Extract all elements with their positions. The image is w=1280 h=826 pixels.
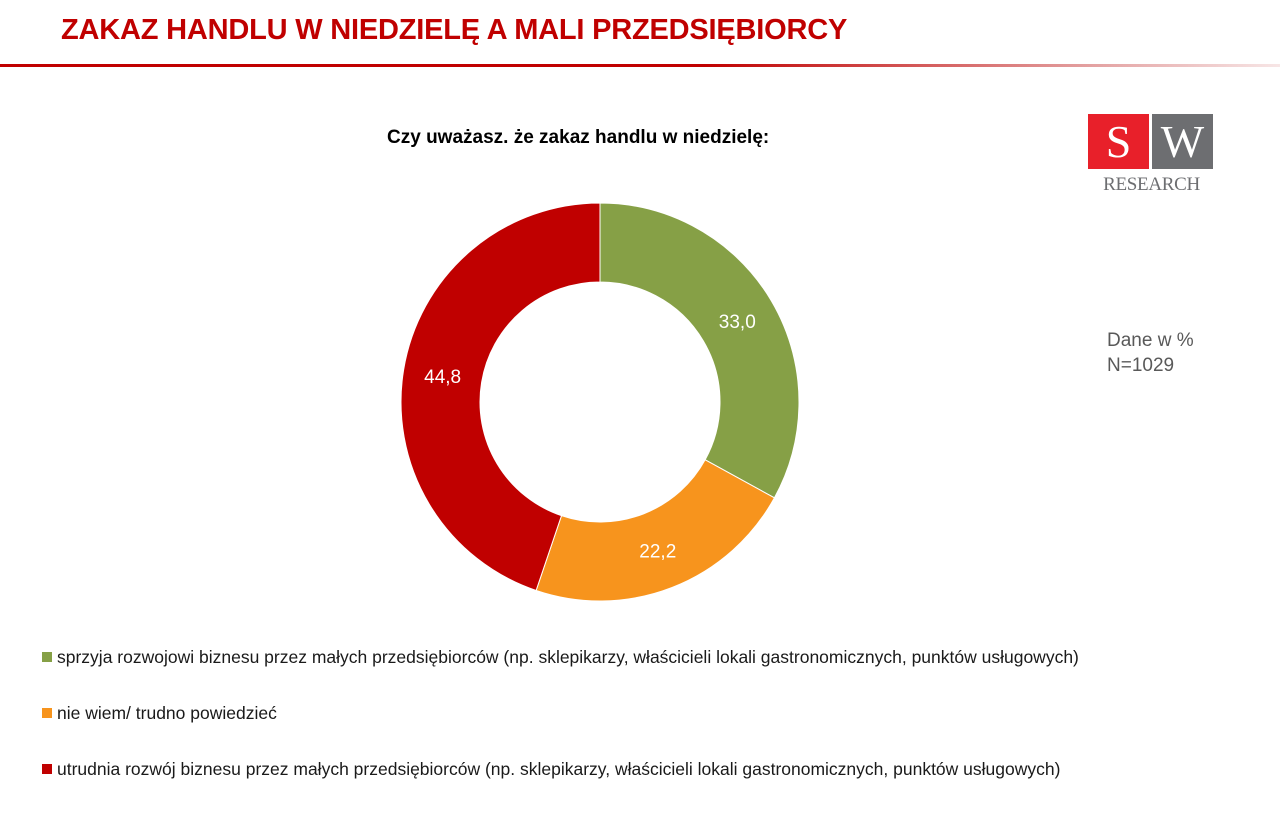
page-title: ZAKAZ HANDLU W NIEDZIELĘ A MALI PRZEDSIĘ… [61,14,848,46]
donut-slice-1 [599,202,800,499]
sw-research-logo: S W RESEARCH [1088,114,1215,198]
note-unit: Dane w % [1107,330,1194,351]
legend-swatch [42,764,52,774]
chart-legend: sprzyja rozwojowi biznesu przez małych p… [42,644,1262,812]
legend-swatch [42,652,52,662]
legend-label: nie wiem/ trudno powiedzieć [57,703,277,723]
legend-item-1: sprzyja rozwojowi biznesu przez małych p… [42,644,1262,672]
title-divider [0,64,1280,67]
donut-slice-2 [535,459,776,602]
logo-letter-w: W [1152,114,1213,169]
slice-value-label-3: 44,8 [424,367,461,388]
legend-label: sprzyja rozwojowi biznesu przez małych p… [57,647,1079,667]
donut-slice-3 [400,202,601,592]
slice-value-label-2: 22,2 [639,542,676,563]
legend-item-3: utrudnia rozwój biznesu przez małych prz… [42,756,1262,784]
legend-item-2: nie wiem/ trudno powiedzieć [42,700,1262,728]
legend-label: utrudnia rozwój biznesu przez małych prz… [57,759,1061,779]
chart-title: Czy uważasz. że zakaz handlu w niedzielę… [387,127,770,148]
logo-letter-s: S [1088,114,1149,169]
logo-caption: RESEARCH [1103,174,1200,195]
legend-swatch [42,708,52,718]
note-sample-size: N=1029 [1107,355,1175,376]
slice-value-label-1: 33,0 [719,312,756,333]
data-note: Dane w % N=1029 [1107,328,1194,378]
